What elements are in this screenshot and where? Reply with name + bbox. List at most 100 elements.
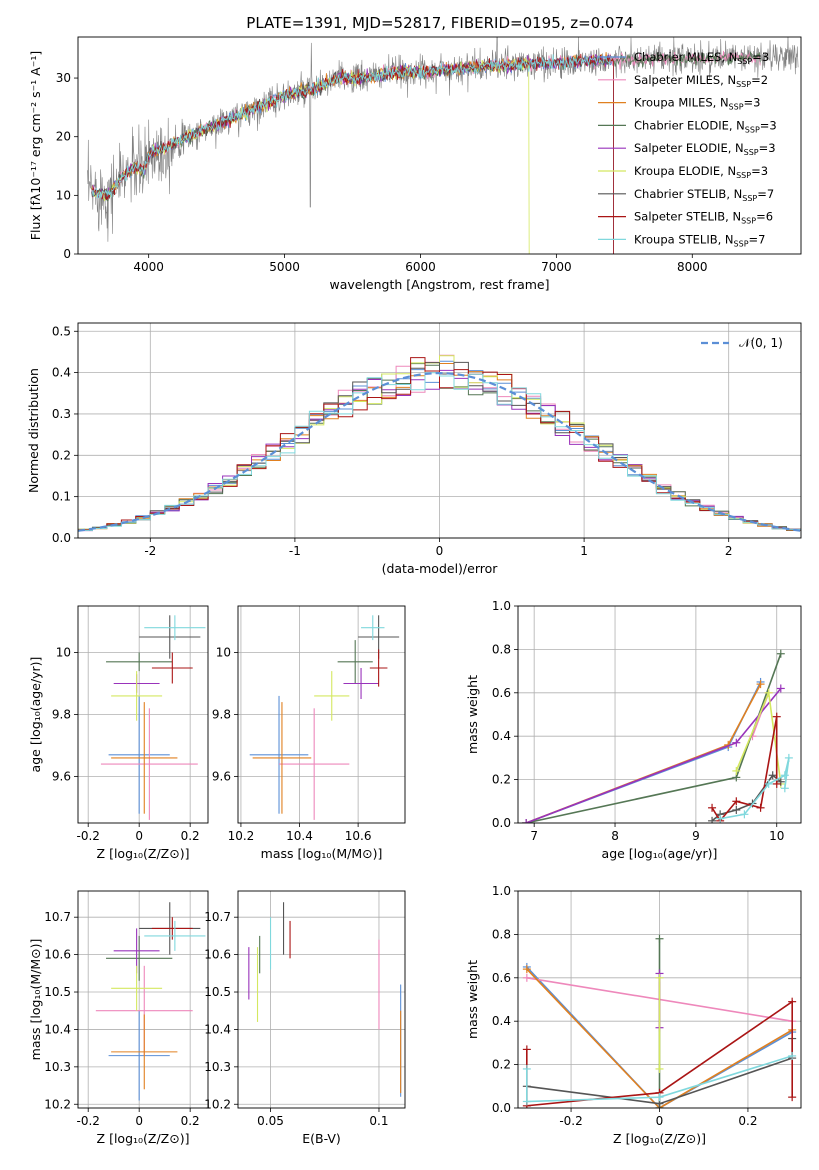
marks-age-weight [522,649,793,823]
y-tick-label: 0.5 [52,324,71,338]
axes-frame [77,36,802,255]
errorbar-kroupa-elodie [111,965,163,1011]
legend-label: Kroupa ELODIE, NSSP=3 [634,164,768,180]
y-axis-label: age [log₁₀(age/yr)] [28,657,43,773]
errorbar-chabrier-elodie [106,652,173,672]
histogram-kroupa-stelib [78,372,801,531]
y-tick-label: 10.4 [44,1022,71,1036]
axes-frame [77,322,802,539]
series-line [526,968,793,1108]
legend-label: 𝒩(0, 1) [739,336,783,350]
legend-label: Chabrier ELODIE, NSSP=3 [634,118,777,134]
x-tick-label: 10.4 [286,829,313,843]
x-tick-label: 0.2 [181,1114,200,1128]
errorbar-kroupa-miles [252,702,312,814]
y-tick-label: 10 [56,188,71,202]
panel-ebv-mass: 0.05 0.1 10.2 10.3 10.4 10.5 10.6 10.7 E(B-V) [204,890,406,1146]
marks-residuals [78,354,801,532]
y-tick-label: 0.4 [52,366,71,380]
errorbar-salpeter-elodie [343,668,379,699]
y-tick-label: 10 [56,646,71,660]
ticks-age-weight: 7 8 9 10 0.0 0.2 0.4 0.6 0.8 1.0 [492,599,784,843]
errorbar-salpeter-stelib [151,652,193,684]
axes-frame [77,890,209,1109]
x-tick-label: 8000 [677,260,708,274]
ticks-residuals: -2 -1 0 1 2 0.0 0.1 0.2 0.3 0.4 0.5 [52,324,733,558]
x-axis-label: age [log₁₀(age/yr)] [602,846,718,861]
y-tick-label: 10.5 [44,985,71,999]
series-line [735,689,782,785]
x-tick-label: 7000 [541,260,572,274]
x-tick-label: 5000 [269,260,300,274]
y-tick-label: 10 [216,646,231,660]
legend-label: Chabrier STELIB, NSSP=7 [634,187,774,203]
y-tick-label: 0.8 [492,927,511,941]
y-tick-label: 9.8 [212,708,231,722]
x-tick-label: 10 [769,829,784,843]
x-tick-label: 0.1 [369,1114,388,1128]
x-tick-label: -2 [144,544,156,558]
panel-spectrum: 4000 5000 6000 7000 8000 0 10 20 30 wavelength [A… [28,36,802,292]
panel-age-weight: 7 8 9 10 0.0 0.2 0.4 0.6 0.8 1.0 age [log₁₀(age/yr… [465,599,802,861]
y-tick-label: 10.3 [204,1060,231,1074]
y-tick-label: 10.2 [204,1097,231,1111]
series-chabrier-stelib [708,771,785,823]
x-tick-label: -0.2 [76,1114,99,1128]
errorbar-chabrier-miles [108,1010,170,1101]
y-axis-label: mass weight [465,675,480,754]
legend-label: Kroupa STELIB, NSSP=7 [634,232,765,248]
x-tick-label: 9 [692,829,700,843]
figure-title: PLATE=1391, MJD=52817, FIBERID=0195, z=0… [246,14,633,32]
errorbar-kroupa-stelib [144,920,206,951]
errorbar-chabrier-miles [108,695,170,814]
x-tick-label: 0 [656,1114,664,1128]
ticks-z-weight: -0.2 0 0.2 0.0 0.2 0.4 0.6 0.8 1.0 [492,884,758,1128]
y-tick-label: 9.8 [52,708,71,722]
x-tick-label: 2 [725,544,733,558]
x-axis-label: Z [log₁₀(Z/Z⊙)] [97,846,190,861]
axes-frame [517,890,802,1109]
marks-spectrum [87,37,799,254]
y-axis-label: mass [log₁₀(M/M⊙)] [28,939,43,1061]
model-salpeter-stelib [91,53,614,254]
x-tick-label: 4000 [133,260,164,274]
y-tick-label: 1.0 [492,884,511,898]
y-tick-label: 10.5 [204,985,231,999]
grid-mass-age [238,606,405,823]
y-tick-label: 0.8 [492,642,511,656]
ticks-z-age: -0.2 0 0.2 9.6 9.8 10 [52,646,200,844]
y-tick-label: 0.0 [492,1101,511,1115]
errorbar-salpeter-miles [279,708,350,820]
ticks-spectrum: 4000 5000 6000 7000 8000 0 10 20 30 [56,71,708,274]
legend-label: Salpeter STELIB, NSSP=6 [634,210,773,226]
y-tick-label: 0.1 [52,490,71,504]
legend-label: Chabrier MILES, NSSP=3 [634,50,769,66]
panel-residuals: -2 -1 0 1 2 0.0 0.1 0.2 0.3 0.4 0.5 (data-model)/er… [26,322,802,576]
x-axis-label: wavelength [Angstrom, rest frame] [329,277,549,292]
y-tick-label: 30 [56,71,71,85]
errorbar-chabrier-miles [249,695,309,814]
errorbar-chabrier-elodie [106,935,173,981]
series-chabrier-miles [522,677,765,823]
errorbar-kroupa-elodie [314,671,350,721]
axes-frame [517,605,802,824]
errorbar-kroupa-elodie [111,671,163,721]
series-salpeter-stelib [708,712,781,823]
panel-mass-age: 10.2 10.4 10.6 9.6 9.8 10 mass [log₁₀(M/M⊙)] [212,605,406,861]
gaussian-curve [78,371,801,532]
series-salpeter-elodie [522,684,785,823]
series-line [711,774,782,822]
x-tick-label: 0 [436,544,444,558]
legend-label: Kroupa MILES, NSSP=3 [634,96,760,112]
axes-frame [237,890,406,1109]
y-tick-label: 0.4 [492,729,511,743]
y-tick-label: 0.6 [492,971,511,985]
grid-ebv-mass [238,891,405,1108]
x-tick-label: 7 [530,829,538,843]
y-tick-label: 0.3 [52,407,71,421]
ticks-mass-age: 10.2 10.4 10.6 9.6 9.8 10 [212,646,372,844]
axes-frame [237,605,406,824]
marks-mass-age [249,615,400,820]
panel-z-age: -0.2 0 0.2 9.6 9.8 10 Z [log₁₀(Z/Z⊙)] age [log₁… [28,605,209,861]
